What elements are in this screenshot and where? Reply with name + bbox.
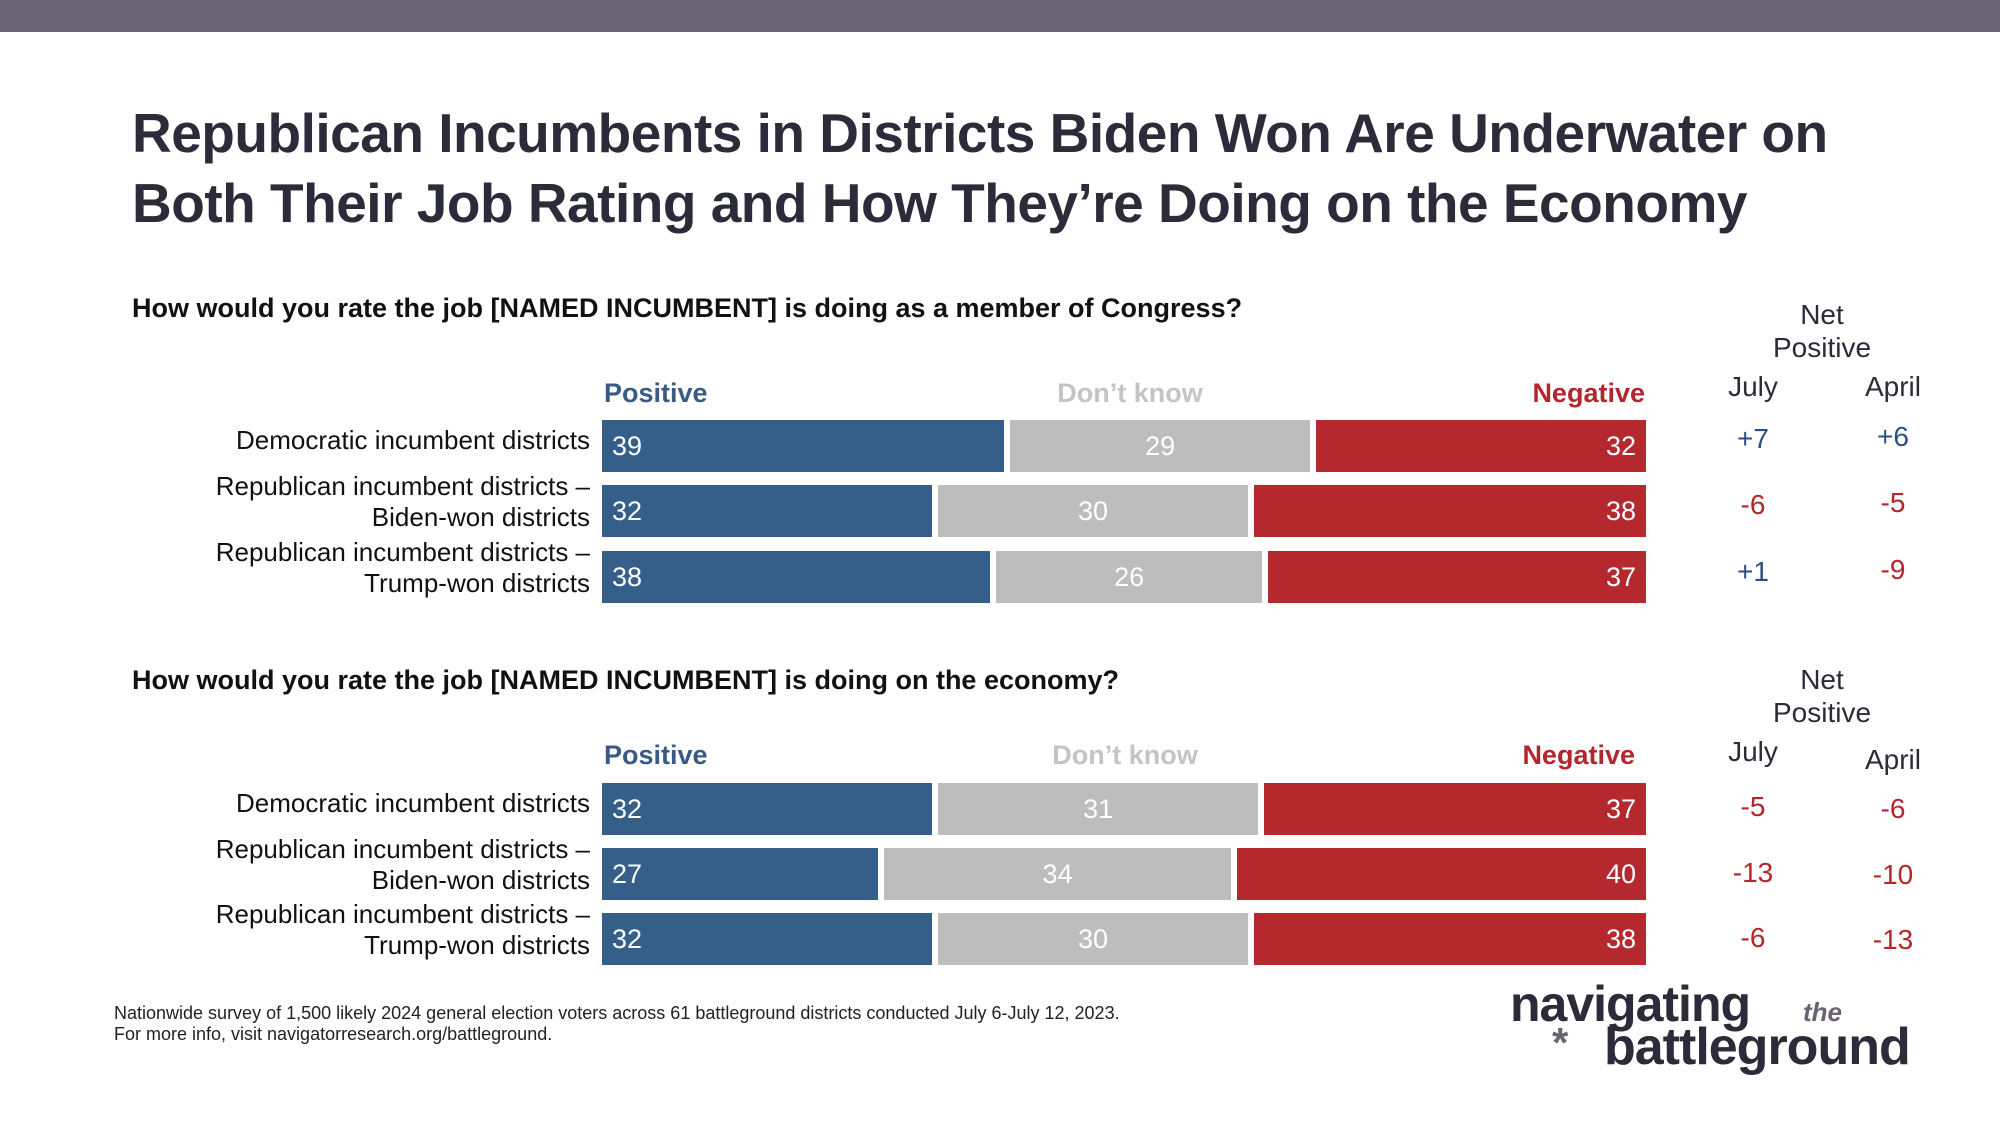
row-label-line-2: Trump-won districts bbox=[364, 568, 590, 598]
net-header-line-2: Positive bbox=[1772, 697, 1872, 728]
stacked-bar: 32 30 38 bbox=[602, 485, 1646, 537]
net-positive-header: Net Positive bbox=[1722, 663, 1922, 729]
top-bar bbox=[0, 0, 2000, 32]
bar-dont-know: 30 bbox=[938, 485, 1248, 537]
bar-dont-know: 30 bbox=[938, 913, 1248, 965]
footnote: Nationwide survey of 1,500 likely 2024 g… bbox=[114, 1003, 1120, 1045]
row-label: Republican incumbent districts – Biden-wo… bbox=[130, 471, 590, 533]
row-label-line-1: Democratic incumbent districts bbox=[236, 788, 590, 818]
row-label-line-2: Trump-won districts bbox=[364, 930, 590, 960]
net-april-value: -13 bbox=[1872, 924, 1914, 955]
title-line-1: Republican Incumbents in Districts Biden… bbox=[132, 102, 1828, 164]
legend-negative: Negative bbox=[1522, 740, 1635, 770]
question-2: How would you rate the job [NAMED INCUMB… bbox=[132, 665, 1119, 695]
logo-star-icon: * bbox=[1552, 1019, 1569, 1066]
net-april-value: -10 bbox=[1872, 859, 1914, 890]
row-label-line-1: Democratic incumbent districts bbox=[236, 425, 590, 455]
net-april-value: -9 bbox=[1880, 554, 1906, 585]
logo-battleground: battleground bbox=[1604, 1018, 1911, 1076]
bar-negative: 38 bbox=[1253, 913, 1646, 965]
legend-negative: Negative bbox=[1532, 378, 1645, 408]
bar-negative: 37 bbox=[1264, 783, 1646, 835]
bar-dont-know: 34 bbox=[883, 848, 1232, 900]
legend-positive: Positive bbox=[604, 740, 708, 770]
bar-positive: 32 bbox=[602, 913, 933, 965]
row-label-line-1: Republican incumbent districts – bbox=[215, 471, 590, 501]
row-label: Democratic incumbent districts bbox=[130, 425, 590, 456]
bar-negative: 40 bbox=[1237, 848, 1646, 900]
bar-positive: 39 bbox=[602, 420, 1005, 472]
row-label: Democratic incumbent districts bbox=[130, 788, 590, 819]
bar-negative: 37 bbox=[1267, 551, 1646, 603]
row-label: Republican incumbent districts – Biden-wo… bbox=[130, 834, 590, 896]
stacked-bar: 39 29 32 bbox=[602, 420, 1646, 472]
bar-negative: 32 bbox=[1315, 420, 1646, 472]
legend-positive: Positive bbox=[604, 378, 708, 408]
net-header-line-1: Net bbox=[1800, 664, 1844, 695]
row-label-line-2: Biden-won districts bbox=[371, 502, 590, 532]
footnote-line-1: Nationwide survey of 1,500 likely 2024 g… bbox=[114, 1003, 1120, 1023]
row-label-line-1: Republican incumbent districts – bbox=[215, 537, 590, 567]
net-april-value: -5 bbox=[1880, 487, 1906, 518]
july-column-header: July bbox=[1728, 371, 1778, 402]
row-label-line-2: Biden-won districts bbox=[371, 865, 590, 895]
bar-dont-know: 31 bbox=[938, 783, 1259, 835]
bar-dont-know: 26 bbox=[996, 551, 1262, 603]
net-positive-header: Net Positive bbox=[1722, 298, 1922, 364]
net-july-value: -6 bbox=[1740, 489, 1766, 520]
april-column-header: April bbox=[1864, 744, 1921, 775]
stacked-bar: 38 26 37 bbox=[602, 551, 1646, 603]
row-label: Republican incumbent districts – Trump-wo… bbox=[130, 899, 590, 961]
net-july-value: +1 bbox=[1737, 556, 1769, 587]
net-july-value: -13 bbox=[1732, 857, 1774, 888]
logo-navigating: navigating bbox=[1510, 976, 1751, 1032]
logo-the: the bbox=[1803, 997, 1842, 1027]
navigating-the-battleground-logo: navigating the * battleground bbox=[1510, 975, 1990, 1085]
footnote-line-2: For more info, visit navigatorresearch.o… bbox=[114, 1024, 553, 1044]
net-july-value: -6 bbox=[1740, 922, 1766, 953]
legend-dont-know: Don’t know bbox=[1057, 378, 1203, 408]
bar-dont-know: 29 bbox=[1010, 420, 1310, 472]
bar-positive: 27 bbox=[602, 848, 878, 900]
legend-dont-know: Don’t know bbox=[1052, 740, 1198, 770]
net-april-value: +6 bbox=[1877, 421, 1909, 452]
stacked-bar: 32 30 38 bbox=[602, 913, 1646, 965]
row-label-line-1: Republican incumbent districts – bbox=[215, 834, 590, 864]
net-april-value: -6 bbox=[1880, 793, 1906, 824]
row-label: Republican incumbent districts – Trump-wo… bbox=[130, 537, 590, 599]
net-header-line-1: Net bbox=[1800, 299, 1844, 330]
july-column-header: July bbox=[1728, 736, 1778, 767]
april-column-header: April bbox=[1864, 371, 1921, 402]
page-title: Republican Incumbents in Districts Biden… bbox=[132, 98, 1982, 238]
title-line-2: Both Their Job Rating and How They’re Do… bbox=[132, 172, 1747, 234]
bar-positive: 32 bbox=[602, 485, 933, 537]
bar-positive: 32 bbox=[602, 783, 933, 835]
bar-negative: 38 bbox=[1253, 485, 1646, 537]
bar-positive: 38 bbox=[602, 551, 991, 603]
question-1: How would you rate the job [NAMED INCUMB… bbox=[132, 293, 1243, 323]
stacked-bar: 27 34 40 bbox=[602, 848, 1646, 900]
stacked-bar: 32 31 37 bbox=[602, 783, 1646, 835]
net-july-value: +7 bbox=[1737, 423, 1769, 454]
net-header-line-2: Positive bbox=[1772, 332, 1872, 363]
net-july-value: -5 bbox=[1740, 791, 1766, 822]
row-label-line-1: Republican incumbent districts – bbox=[215, 899, 590, 929]
